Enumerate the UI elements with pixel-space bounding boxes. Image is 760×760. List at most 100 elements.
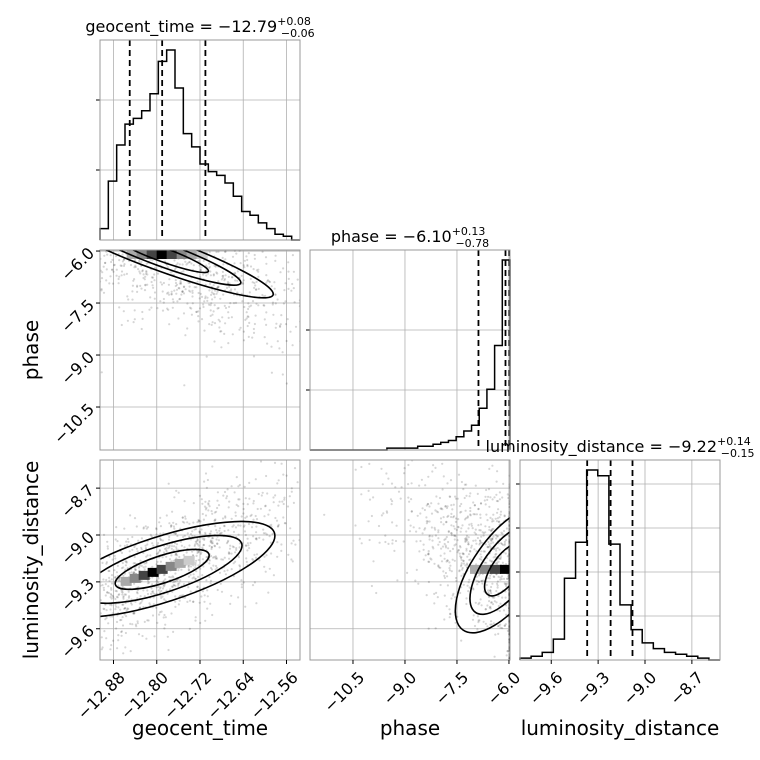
sample-point: [190, 262, 193, 265]
sample-point: [475, 575, 478, 578]
sample-point: [486, 625, 489, 628]
sample-point: [20, 248, 22, 250]
sample-point: [102, 533, 106, 537]
sample-point: [158, 548, 161, 552]
sample-point: [203, 600, 206, 603]
sample-point: [208, 262, 211, 265]
sample-point: [155, 528, 158, 531]
sample-point: [239, 524, 242, 527]
sample-point: [420, 478, 423, 481]
sample-point: [468, 523, 471, 526]
sample-point: [63, 590, 65, 592]
sample-point: [32, 248, 34, 250]
sample-point: [124, 560, 127, 563]
sample-point: [59, 607, 61, 609]
sample-point: [192, 573, 195, 576]
sample-point: [239, 262, 242, 265]
sample-point: [486, 545, 489, 548]
sample-point: [497, 508, 500, 511]
sample-point: [166, 544, 169, 547]
sample-point: [264, 505, 267, 508]
sample-point: [264, 256, 268, 259]
sample-point: [163, 584, 166, 587]
sample-point: [175, 552, 178, 556]
sample-point: [170, 554, 173, 557]
sample-point: [252, 559, 255, 562]
sample-point: [478, 543, 481, 546]
sample-point: [451, 547, 455, 551]
sample-point: [462, 562, 465, 565]
sample-point: [496, 511, 499, 514]
sample-point: [49, 248, 51, 250]
sample-point: [196, 551, 199, 555]
sample-point: [424, 527, 427, 530]
sample-point: [145, 527, 148, 530]
sample-point: [101, 271, 104, 274]
sample-point: [102, 588, 106, 592]
sample-point: [126, 543, 129, 547]
sample-point: [207, 503, 210, 506]
sample-point: [204, 531, 207, 534]
sample-point: [242, 507, 245, 511]
sample-point: [422, 543, 425, 546]
sample-point: [114, 603, 117, 606]
sample-point: [151, 614, 155, 617]
sample-point: [219, 582, 222, 585]
x-tick-label: −9.3: [573, 668, 614, 709]
sample-point: [137, 539, 140, 542]
sample-point: [172, 630, 175, 634]
sample-point: [187, 569, 191, 572]
sample-point: [505, 527, 508, 530]
sample-point: [287, 277, 290, 280]
sample-point: [253, 286, 256, 289]
sample-point: [125, 609, 128, 612]
sample-point: [105, 616, 108, 620]
sample-point: [205, 556, 208, 559]
x-tick-label: −12.56: [246, 668, 301, 723]
sample-point: [484, 543, 487, 546]
sample-point: [307, 325, 309, 327]
sample-point: [423, 528, 426, 531]
y-tick-label: −6.0: [57, 244, 98, 285]
sample-point: [402, 540, 405, 543]
sample-point: [45, 248, 47, 250]
sample-point: [403, 472, 406, 475]
sample-point: [206, 272, 210, 275]
sample-point: [244, 544, 247, 547]
sample-point: [257, 275, 260, 278]
sample-point: [177, 286, 180, 290]
sample-point: [162, 583, 165, 586]
sample-point: [244, 497, 247, 500]
sample-point: [90, 604, 92, 606]
sample-point: [270, 523, 273, 526]
sample-point: [248, 305, 251, 308]
sample-point: [247, 335, 250, 338]
sample-point: [126, 295, 129, 298]
sample-point: [116, 647, 119, 650]
sample-point: [210, 546, 213, 549]
sample-point: [255, 280, 258, 283]
sample-point: [472, 614, 475, 617]
sample-point: [478, 542, 482, 545]
sample-point: [197, 315, 200, 318]
sample-point: [131, 284, 134, 287]
sample-point: [221, 316, 224, 319]
sample-point: [48, 280, 50, 282]
sample-point: [448, 608, 451, 611]
sample-point: [56, 628, 58, 630]
sample-point: [146, 543, 149, 546]
sample-point: [201, 537, 204, 540]
sample-point: [141, 310, 144, 314]
sample-point: [454, 517, 458, 520]
sample-point: [495, 537, 498, 540]
sample-point: [51, 248, 53, 250]
sample-point: [243, 266, 246, 269]
sample-point: [385, 510, 388, 513]
density-cell: [479, 564, 491, 574]
sample-point: [175, 489, 178, 492]
sample-point: [426, 502, 429, 506]
sample-point: [93, 574, 95, 576]
sample-point: [428, 560, 431, 564]
sample-point: [205, 486, 208, 489]
sample-point: [287, 270, 290, 273]
